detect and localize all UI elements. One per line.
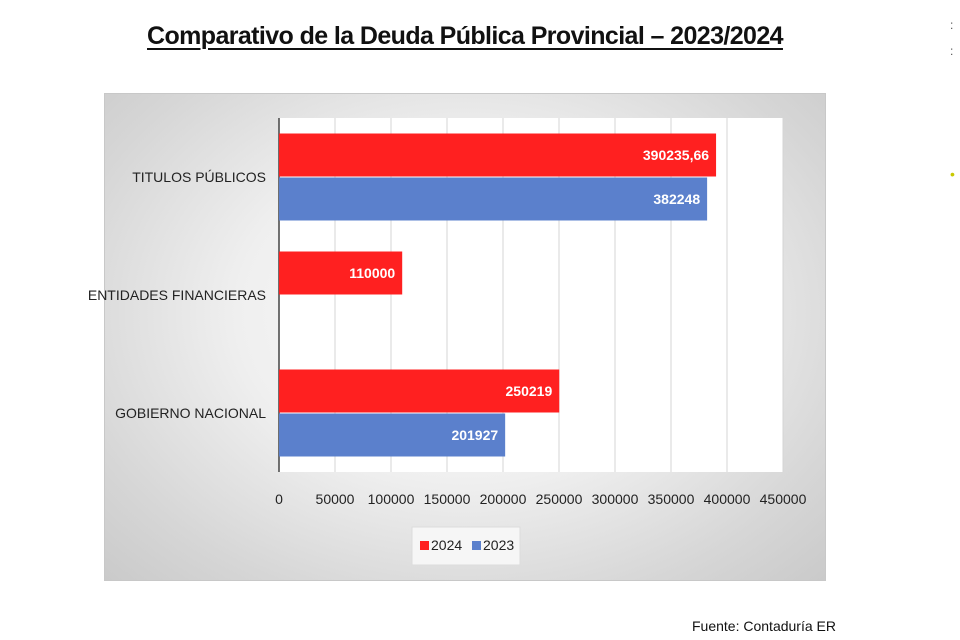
- legend-box: [411, 526, 521, 566]
- bar-2023: [279, 413, 506, 457]
- bar-2024: [279, 369, 560, 413]
- x-tick-label: 450000: [760, 491, 807, 507]
- x-tick-label: 100000: [368, 491, 415, 507]
- x-tick-label: 300000: [592, 491, 639, 507]
- x-tick-label: 150000: [424, 491, 471, 507]
- bar-2024: [279, 133, 717, 177]
- bar-2023: [279, 177, 708, 221]
- x-tick-label: 200000: [480, 491, 527, 507]
- source-note: Fuente: Contaduría ER: [692, 618, 836, 634]
- chart-title: Comparativo de la Deuda Pública Provinci…: [147, 22, 784, 50]
- edge-mark: :: [950, 18, 954, 32]
- legend-swatch-2024: [420, 541, 429, 550]
- data-label: 382248: [653, 191, 700, 207]
- bar-2024: [279, 251, 403, 295]
- x-tick-label: 250000: [536, 491, 583, 507]
- edge-mark: :: [950, 44, 954, 58]
- x-tick-label: 400000: [704, 491, 751, 507]
- x-tick-label: 0: [275, 491, 283, 507]
- data-label: 201927: [451, 427, 498, 443]
- data-label: 250219: [506, 383, 553, 399]
- edge-mark: •: [950, 166, 955, 182]
- x-tick-label: 50000: [316, 491, 355, 507]
- legend-label: 2023: [483, 537, 514, 553]
- category-label: ENTIDADES FINANCIERAS: [88, 287, 266, 303]
- legend-swatch-2023: [472, 541, 481, 550]
- category-label: GOBIERNO NACIONAL: [115, 405, 266, 421]
- x-tick-label: 350000: [648, 491, 695, 507]
- legend-label: 2024: [431, 537, 462, 553]
- plot-area: [279, 118, 783, 472]
- data-label: 110000: [349, 265, 395, 281]
- data-label: 390235,66: [643, 147, 709, 163]
- category-label: TITULOS PÚBLICOS: [132, 169, 266, 185]
